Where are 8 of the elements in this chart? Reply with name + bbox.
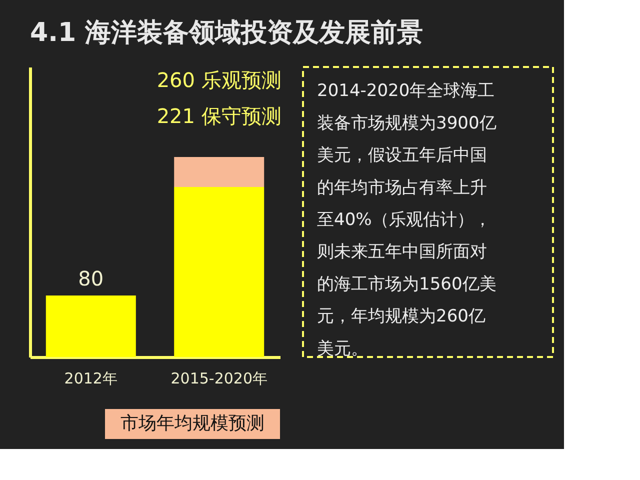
text: 2014-2020年全球海工装备市场规模为3900亿美元，假设五年后中国的年均市场占有率上升至40%（乐观估计），则未来五年中国所面对的海工市场为1560亿美元，年均规模为260亿美元。 [317,81,496,359]
chart-title: 4.1 海洋装备领域投资及发展前景 [30,18,424,48]
data-label: 80 [78,266,104,290]
text: 221 保守预测 [156,104,282,128]
x-tick-label: 2015-2020年 [170,370,268,388]
x-axis-title: 市场年均规模预测 [120,413,264,434]
text: 260 乐观预测 [156,68,282,92]
x-tick-label: 2012年 [64,370,118,388]
